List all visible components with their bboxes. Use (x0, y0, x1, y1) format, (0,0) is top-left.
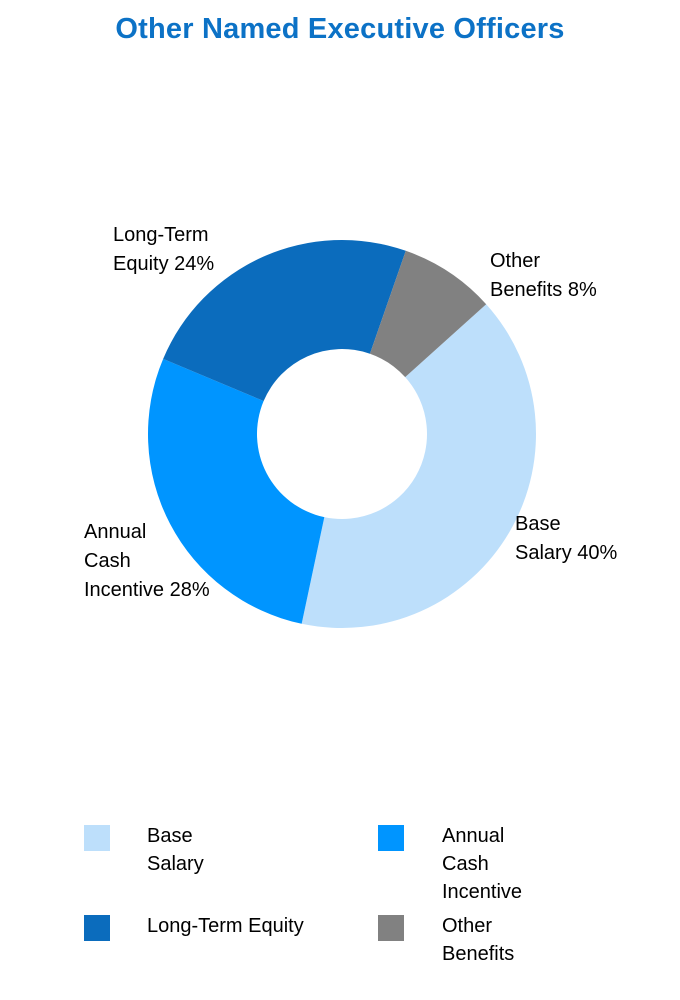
donut-segment-base-salary (301, 304, 536, 628)
legend-label-base-salary: Base Salary (147, 825, 204, 875)
legend-label-long-term-equity: Long-Term Equity (147, 915, 304, 937)
legend-label-other-benefits: Other Benefits (442, 915, 515, 965)
page-title: Other Named Executive Officers (115, 13, 565, 45)
segment-label-annual-cash-incentive: Annual Cash Incentive 28% (84, 521, 210, 601)
segment-label-other-benefits: Other Benefits 8% (490, 250, 597, 301)
legend-label-annual-cash-incentive: Annual Cash Incentive (442, 825, 523, 903)
segment-label-long-term-equity: Long-Term Equity 24% (113, 224, 215, 275)
legend-swatch-long-term-equity (84, 915, 110, 941)
legend-swatch-annual-cash-incentive (378, 825, 404, 851)
donut-segment-other-benefits (369, 250, 487, 378)
legend-swatch-base-salary (84, 825, 110, 851)
legend-swatch-other-benefits (378, 915, 404, 941)
donut-segment-annual-cash-incentive (148, 358, 325, 624)
segment-label-base-salary: Base Salary 40% (515, 513, 618, 564)
donut-segment-long-term-equity (163, 239, 406, 402)
donut-chart (148, 239, 536, 628)
